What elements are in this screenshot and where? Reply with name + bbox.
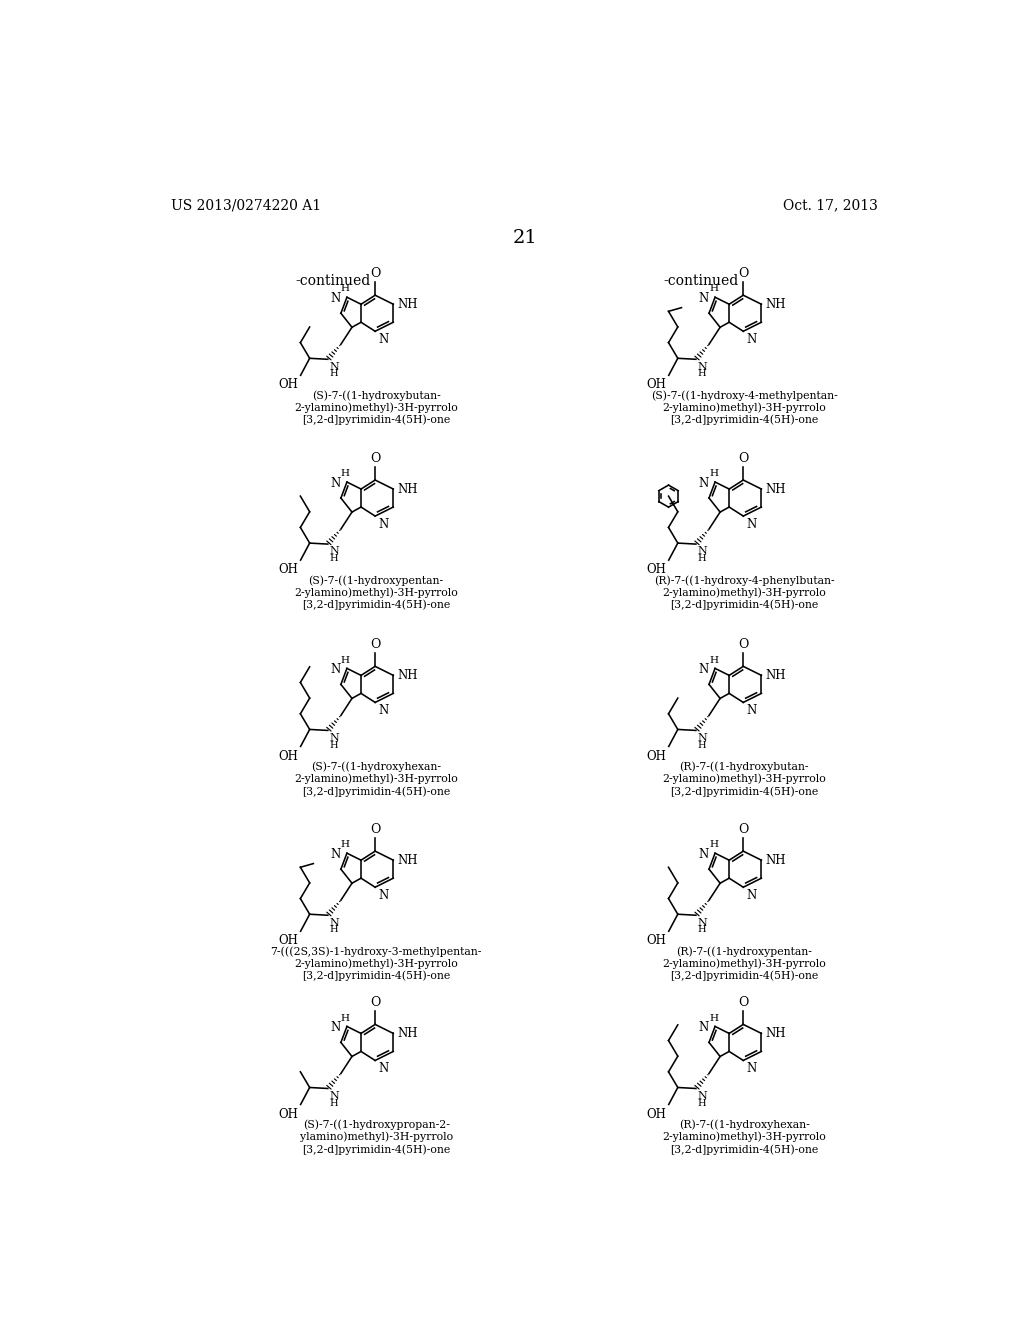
Text: H: H — [341, 469, 350, 478]
Text: H: H — [330, 1098, 338, 1107]
Text: N: N — [697, 917, 708, 928]
Text: -continued: -continued — [664, 275, 739, 288]
Text: N: N — [698, 664, 709, 676]
Text: O: O — [738, 638, 749, 651]
Text: N: N — [378, 704, 388, 717]
Text: H: H — [697, 554, 707, 564]
Text: -continued: -continued — [296, 275, 371, 288]
Text: (R)-7-((1-hydroxyhexan-
2-ylamino)methyl)-3H-pyrrolo
[3,2-d]pyrimidin-4(5H)-one: (R)-7-((1-hydroxyhexan- 2-ylamino)methyl… — [663, 1119, 826, 1155]
Text: H: H — [709, 1014, 718, 1023]
Text: 21: 21 — [512, 230, 538, 247]
Text: NH: NH — [765, 483, 785, 495]
Text: N: N — [746, 888, 757, 902]
Text: H: H — [341, 841, 350, 849]
Text: N: N — [698, 849, 709, 861]
Text: H: H — [697, 925, 707, 935]
Text: OH: OH — [646, 379, 667, 392]
Text: (R)-7-((1-hydroxypentan-
2-ylamino)methyl)-3H-pyrrolo
[3,2-d]pyrimidin-4(5H)-one: (R)-7-((1-hydroxypentan- 2-ylamino)methy… — [663, 946, 826, 981]
Text: N: N — [378, 517, 388, 531]
Text: (S)-7-((1-hydroxyhexan-
2-ylamino)methyl)-3H-pyrrolo
[3,2-d]pyrimidin-4(5H)-one: (S)-7-((1-hydroxyhexan- 2-ylamino)methyl… — [294, 762, 458, 796]
Text: OH: OH — [279, 379, 298, 392]
Text: H: H — [697, 370, 707, 379]
Text: N: N — [330, 917, 339, 928]
Text: H: H — [330, 741, 338, 750]
Text: NH: NH — [397, 483, 418, 495]
Text: N: N — [697, 733, 708, 743]
Text: 7-(((2S,3S)-1-hydroxy-3-methylpentan-
2-ylamino)methyl)-3H-pyrrolo
[3,2-d]pyrimi: 7-(((2S,3S)-1-hydroxy-3-methylpentan- 2-… — [270, 946, 482, 981]
Text: O: O — [370, 997, 380, 1008]
Text: OH: OH — [646, 1107, 667, 1121]
Text: N: N — [378, 888, 388, 902]
Text: H: H — [341, 656, 350, 664]
Text: US 2013/0274220 A1: US 2013/0274220 A1 — [171, 198, 321, 213]
Text: O: O — [738, 997, 749, 1008]
Text: H: H — [330, 925, 338, 935]
Text: N: N — [331, 849, 341, 861]
Text: (S)-7-((1-hydroxybutan-
2-ylamino)methyl)-3H-pyrrolo
[3,2-d]pyrimidin-4(5H)-one: (S)-7-((1-hydroxybutan- 2-ylamino)methyl… — [294, 391, 458, 425]
Text: (S)-7-((1-hydroxypentan-
2-ylamino)methyl)-3H-pyrrolo
[3,2-d]pyrimidin-4(5H)-one: (S)-7-((1-hydroxypentan- 2-ylamino)methy… — [294, 576, 458, 610]
Text: N: N — [746, 333, 757, 346]
Text: N: N — [331, 477, 341, 490]
Text: N: N — [697, 362, 708, 372]
Text: N: N — [330, 733, 339, 743]
Text: H: H — [330, 554, 338, 564]
Text: N: N — [330, 362, 339, 372]
Text: N: N — [331, 292, 341, 305]
Text: NH: NH — [397, 669, 418, 682]
Text: OH: OH — [279, 750, 298, 763]
Text: N: N — [746, 517, 757, 531]
Text: O: O — [738, 822, 749, 836]
Text: OH: OH — [279, 564, 298, 577]
Text: O: O — [370, 638, 380, 651]
Text: O: O — [370, 267, 380, 280]
Text: (R)-7-((1-hydroxy-4-phenylbutan-
2-ylamino)methyl)-3H-pyrrolo
[3,2-d]pyrimidin-4: (R)-7-((1-hydroxy-4-phenylbutan- 2-ylami… — [654, 576, 835, 610]
Text: N: N — [697, 1090, 708, 1101]
Text: NH: NH — [397, 1027, 418, 1040]
Text: OH: OH — [646, 750, 667, 763]
Text: (R)-7-((1-hydroxybutan-
2-ylamino)methyl)-3H-pyrrolo
[3,2-d]pyrimidin-4(5H)-one: (R)-7-((1-hydroxybutan- 2-ylamino)methyl… — [663, 762, 826, 796]
Text: H: H — [697, 1098, 707, 1107]
Text: N: N — [698, 292, 709, 305]
Text: N: N — [331, 664, 341, 676]
Text: NH: NH — [765, 854, 785, 867]
Text: (S)-7-((1-hydroxy-4-methylpentan-
2-ylamino)methyl)-3H-pyrrolo
[3,2-d]pyrimidin-: (S)-7-((1-hydroxy-4-methylpentan- 2-ylam… — [651, 391, 838, 425]
Text: N: N — [378, 333, 388, 346]
Text: O: O — [370, 451, 380, 465]
Text: H: H — [341, 1014, 350, 1023]
Text: NH: NH — [765, 669, 785, 682]
Text: NH: NH — [397, 298, 418, 310]
Text: N: N — [698, 477, 709, 490]
Text: O: O — [370, 822, 380, 836]
Text: NH: NH — [765, 298, 785, 310]
Text: H: H — [709, 656, 718, 664]
Text: N: N — [378, 1063, 388, 1074]
Text: H: H — [709, 469, 718, 478]
Text: N: N — [746, 1063, 757, 1074]
Text: OH: OH — [279, 1107, 298, 1121]
Text: N: N — [746, 704, 757, 717]
Text: O: O — [738, 451, 749, 465]
Text: N: N — [330, 1090, 339, 1101]
Text: N: N — [331, 1022, 341, 1035]
Text: N: N — [697, 546, 708, 557]
Text: H: H — [709, 284, 718, 293]
Text: OH: OH — [279, 935, 298, 948]
Text: N: N — [330, 546, 339, 557]
Text: NH: NH — [765, 1027, 785, 1040]
Text: H: H — [709, 841, 718, 849]
Text: H: H — [341, 284, 350, 293]
Text: N: N — [698, 1022, 709, 1035]
Text: H: H — [697, 741, 707, 750]
Text: OH: OH — [646, 564, 667, 577]
Text: O: O — [738, 267, 749, 280]
Text: H: H — [330, 370, 338, 379]
Text: NH: NH — [397, 854, 418, 867]
Text: (S)-7-((1-hydroxypropan-2-
ylamino)methyl)-3H-pyrrolo
[3,2-d]pyrimidin-4(5H)-one: (S)-7-((1-hydroxypropan-2- ylamino)methy… — [300, 1119, 453, 1155]
Text: OH: OH — [646, 935, 667, 948]
Text: Oct. 17, 2013: Oct. 17, 2013 — [783, 198, 879, 213]
